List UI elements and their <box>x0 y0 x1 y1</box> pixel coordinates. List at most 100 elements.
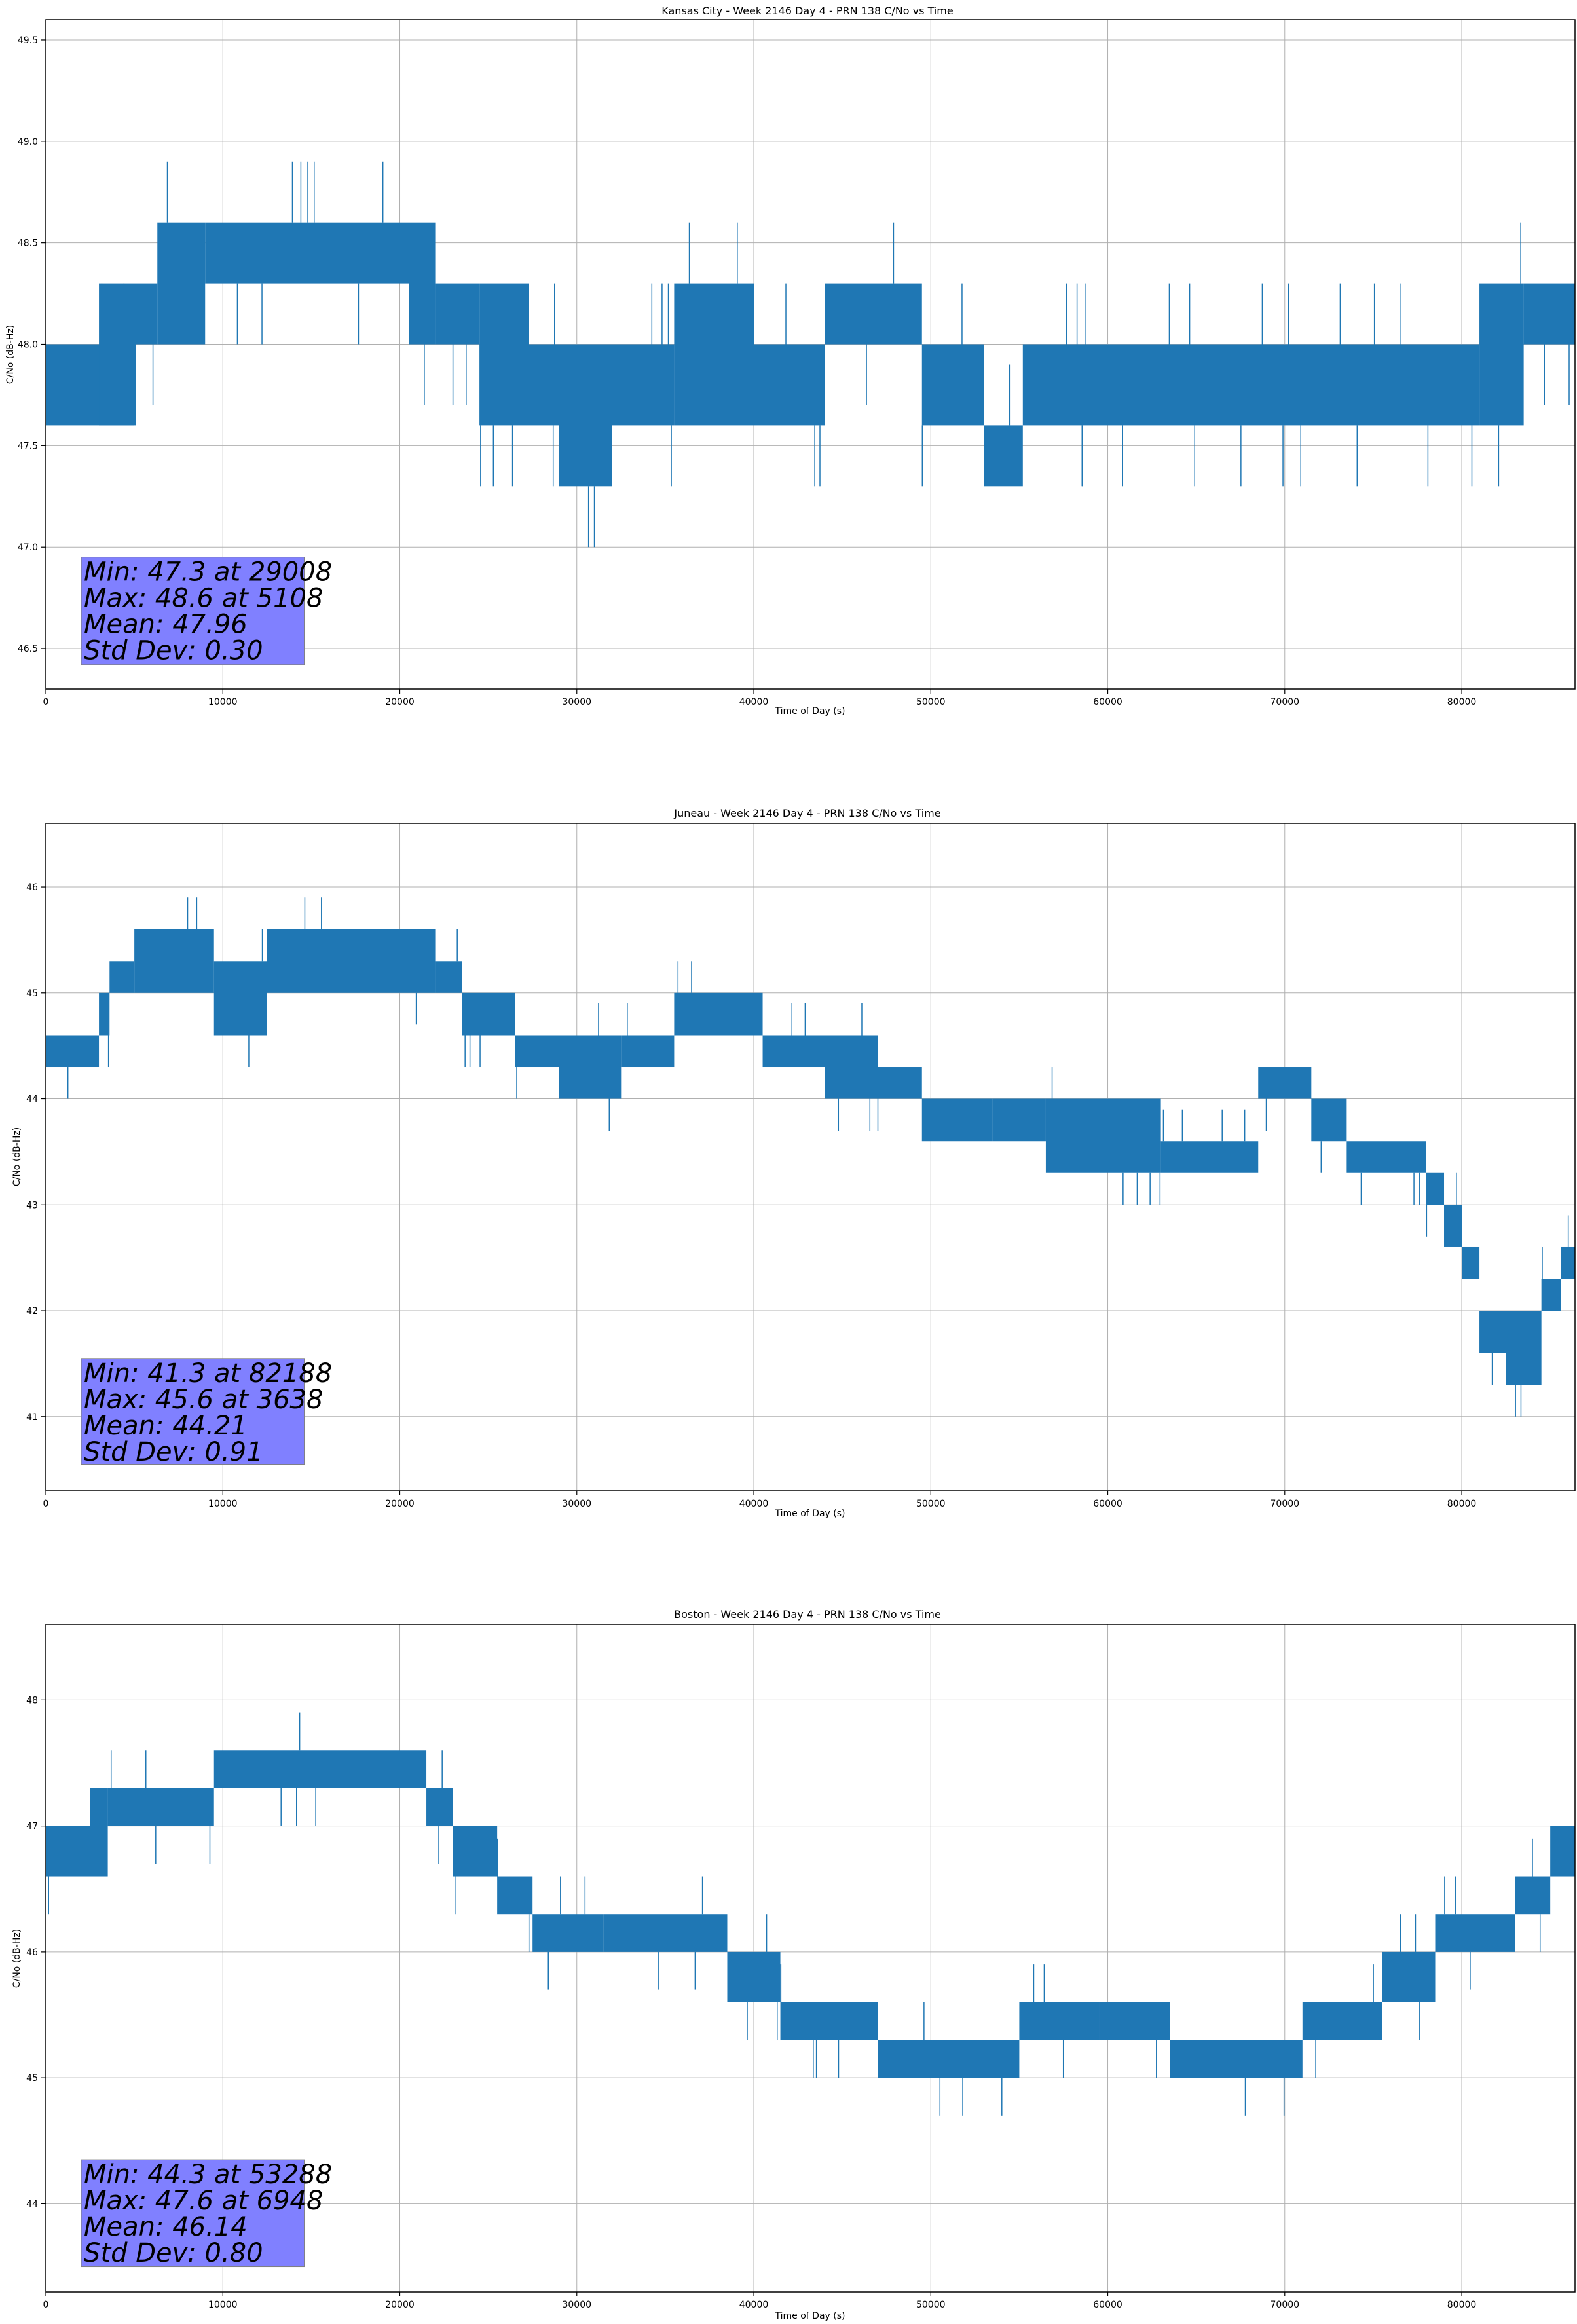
series-band <box>878 2040 1020 2078</box>
series-band <box>426 1788 453 1826</box>
y-tick-label: 43 <box>26 1200 38 1210</box>
series-band <box>984 425 1023 487</box>
stat-max: Max: 45.6 at 3638 <box>84 1385 323 1415</box>
chart-title: Kansas City - Week 2146 Day 4 - PRN 138 … <box>661 5 953 17</box>
y-tick-label: 42 <box>26 1306 38 1317</box>
y-tick-label: 45 <box>26 2073 38 2084</box>
series-band <box>1515 1876 1551 1915</box>
series-band <box>109 961 135 993</box>
series-band <box>1479 283 1524 426</box>
x-tick-label: 40000 <box>739 2300 769 2310</box>
series-band <box>1258 1067 1312 1099</box>
y-tick-label: 47.5 <box>18 441 38 451</box>
y-tick-label: 49.0 <box>18 137 38 147</box>
stats-annotation: Min: 47.3 at 29008 Max: 48.6 at 5108 Mea… <box>81 557 332 666</box>
series-band <box>1426 1172 1445 1205</box>
stat-min: Min: 47.3 at 29008 <box>84 557 332 588</box>
axes-frame <box>45 1624 1576 2293</box>
series-band <box>46 1035 100 1068</box>
x-tick-label: 50000 <box>916 2300 946 2310</box>
x-tick-label: 80000 <box>1447 1499 1477 1509</box>
series-band <box>825 1035 878 1099</box>
x-tick-label: 50000 <box>916 697 946 707</box>
series-band <box>453 1826 498 1877</box>
y-tick-label: 46 <box>26 882 38 893</box>
y-axis-label: C/No (dB-Hz) <box>12 1929 22 1988</box>
x-tick-label: 10000 <box>208 1499 238 1509</box>
series-band <box>497 1876 533 1915</box>
y-axis-ticks: 46.5 47.0 47.5 48.0 48.5 49.0 49.5 <box>18 35 46 654</box>
series-band <box>1022 344 1480 426</box>
x-axis-ticks: 0 10000 20000 30000 40000 50000 60000 70000 8000… <box>43 689 1477 707</box>
series-band <box>99 992 110 1036</box>
y-tick-label: 48 <box>26 1695 38 1706</box>
stat-std-dev: Std Dev: 0.91 <box>84 1437 263 1467</box>
plot-area <box>46 1712 1575 2116</box>
series-band <box>1444 1205 1462 1247</box>
y-tick-label: 48.5 <box>18 238 38 249</box>
x-tick-label: 80000 <box>1447 2300 1477 2310</box>
stats-box <box>81 2159 305 2268</box>
series-band <box>213 1750 427 1788</box>
x-tick-label: 60000 <box>1093 2300 1122 2310</box>
x-tick-label: 20000 <box>385 2300 415 2310</box>
y-tick-label: 46 <box>26 1947 38 1958</box>
series-band <box>1561 1246 1575 1279</box>
series-band <box>674 992 763 1036</box>
plot-area <box>46 897 1575 1417</box>
y-tick-label: 45 <box>26 988 38 999</box>
series-band <box>1382 1951 1436 2002</box>
y-tick-label: 44 <box>26 1095 38 1105</box>
x-tick-label: 10000 <box>208 2300 238 2310</box>
x-tick-label: 0 <box>43 1499 49 1509</box>
x-tick-label: 20000 <box>385 1499 415 1509</box>
series-band <box>674 283 754 426</box>
series-band <box>559 344 612 487</box>
series-band <box>213 961 267 1036</box>
axes-frame <box>45 19 1576 690</box>
series-band <box>1302 2002 1382 2040</box>
x-tick-label: 50000 <box>916 1499 946 1509</box>
series-band <box>1479 1311 1506 1353</box>
series-band <box>1346 1141 1426 1173</box>
stat-std-dev: Std Dev: 0.30 <box>84 636 263 666</box>
series-band <box>1170 2040 1303 2078</box>
y-axis-label: C/No (dB-Hz) <box>5 325 16 384</box>
series-band <box>878 1067 922 1099</box>
stat-max: Max: 47.6 at 6948 <box>84 2186 323 2216</box>
series-band <box>1099 2002 1170 2040</box>
x-axis-label: Time of Day (s) <box>775 2311 845 2321</box>
x-axis-label: Time of Day (s) <box>775 1509 845 1519</box>
y-tick-label: 48.0 <box>18 340 38 350</box>
y-axis-ticks: 41 42 43 44 45 46 <box>26 882 46 1423</box>
series-band <box>1506 1311 1542 1385</box>
series-band <box>1550 1826 1575 1877</box>
series-band <box>1160 1141 1259 1173</box>
x-tick-label: 40000 <box>739 1499 769 1509</box>
series-band <box>762 1035 825 1068</box>
x-tick-label: 0 <box>43 2300 49 2310</box>
y-tick-label: 41 <box>26 1412 38 1423</box>
series-band <box>1462 1246 1480 1279</box>
stats-annotation: Min: 44.3 at 53288 Max: 47.6 at 6948 Mea… <box>81 2159 332 2268</box>
series-band <box>107 1788 214 1826</box>
x-tick-label: 30000 <box>562 1499 591 1509</box>
x-tick-label: 80000 <box>1447 697 1477 707</box>
x-axis-label: Time of Day (s) <box>775 706 845 717</box>
series-band <box>1523 283 1575 345</box>
series-band <box>621 1035 675 1068</box>
subplot-juneau: Juneau - Week 2146 Day 4 - PRN 138 C/No … <box>12 807 1576 1519</box>
series-band <box>462 992 515 1036</box>
series-band <box>409 222 436 345</box>
x-tick-label: 70000 <box>1271 1499 1300 1509</box>
series-band <box>603 1914 728 1952</box>
series-band <box>559 1035 622 1099</box>
series-band <box>1311 1098 1347 1142</box>
chart-title: Boston - Week 2146 Day 4 - PRN 138 C/No … <box>674 1608 941 1621</box>
chart-title: Juneau - Week 2146 Day 4 - PRN 138 C/No … <box>673 807 940 819</box>
subplot-kansas-city: Kansas City - Week 2146 Day 4 - PRN 138 … <box>5 5 1576 717</box>
series-band <box>532 1914 604 1952</box>
plot-area <box>46 161 1575 548</box>
x-axis-ticks: 0 10000 20000 30000 40000 50000 60000 70000 8000… <box>43 2292 1477 2310</box>
x-axis-ticks: 0 10000 20000 30000 40000 50000 60000 70000 8000… <box>43 1491 1477 1509</box>
